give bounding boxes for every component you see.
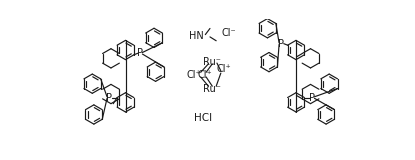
Text: HCl: HCl [194,113,212,123]
Text: Ru⁻: Ru⁻ [203,84,221,93]
Text: Cl⁺: Cl⁺ [217,64,231,74]
Text: HN: HN [189,31,204,41]
Text: Cl⁺: Cl⁺ [186,70,201,80]
Text: Cl⁺: Cl⁺ [198,70,213,80]
Text: Ru⁻: Ru⁻ [203,56,221,67]
Text: P: P [106,92,112,103]
Text: P: P [137,48,143,58]
Text: P: P [278,39,284,49]
Text: Cl⁻: Cl⁻ [221,28,236,38]
Text: P: P [309,92,315,103]
